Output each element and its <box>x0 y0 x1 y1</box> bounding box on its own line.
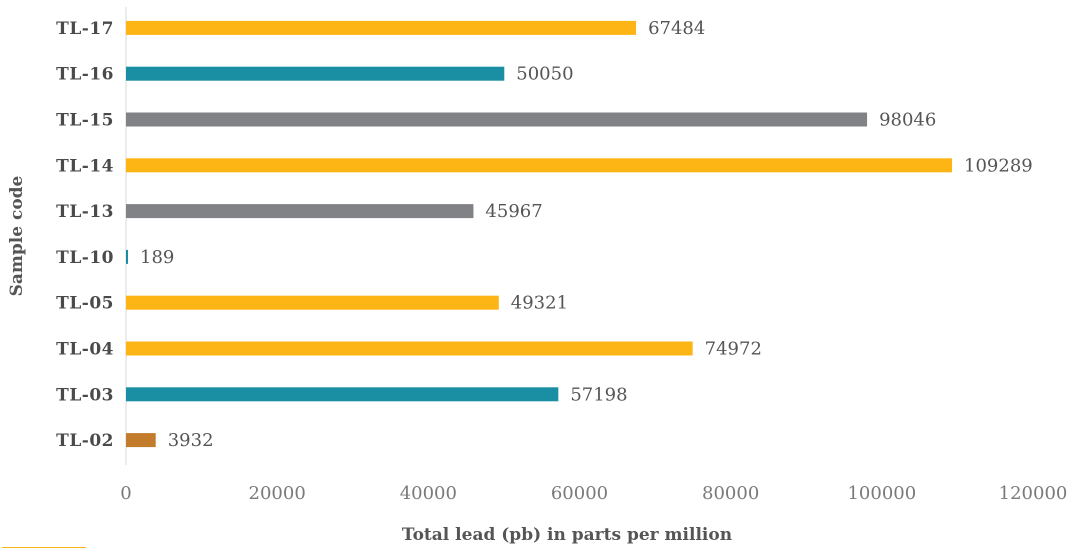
y-tick-tl-16: TL-16 <box>56 65 114 85</box>
data-label-tl-02: 3932 <box>168 430 214 451</box>
y-tick-tl-13: TL-13 <box>56 202 114 222</box>
bar-tl-04 <box>126 341 693 356</box>
data-label-tl-13: 45967 <box>485 201 542 222</box>
bar-tl-16 <box>126 66 505 81</box>
bar-tl-02 <box>126 433 156 448</box>
y-tick-tl-14: TL-14 <box>56 156 114 176</box>
data-label-tl-05: 49321 <box>511 293 568 314</box>
y-tick-tl-15: TL-15 <box>56 111 114 131</box>
data-label-tl-14: 109289 <box>964 155 1033 176</box>
data-labels-group: 67484 50050 98046 109289 45967 189 49321 74972 5… <box>140 18 1033 451</box>
bar-tl-10 <box>126 249 128 264</box>
data-label-tl-10: 189 <box>140 247 174 268</box>
x-tick-60000: 60000 <box>551 483 608 504</box>
bar-tl-17 <box>126 20 637 35</box>
bar-tl-14 <box>126 158 953 173</box>
data-label-tl-04: 74972 <box>705 339 762 360</box>
x-tick-120000: 120000 <box>999 483 1068 504</box>
data-label-tl-16: 50050 <box>516 64 573 85</box>
y-tick-tl-03: TL-03 <box>56 385 114 405</box>
y-tick-tl-02: TL-02 <box>56 431 114 451</box>
y-axis-title: Sample code <box>7 175 27 296</box>
bar-tl-13 <box>126 204 474 219</box>
x-tick-labels-group: 0 20000 40000 60000 80000 100000 120000 <box>120 483 1067 504</box>
y-tick-tl-04: TL-04 <box>56 340 114 360</box>
x-tick-80000: 80000 <box>702 483 759 504</box>
bar-tl-15 <box>126 112 868 127</box>
x-tick-40000: 40000 <box>400 483 457 504</box>
data-label-tl-03: 57198 <box>570 384 627 405</box>
bars-group <box>126 20 953 448</box>
data-label-tl-15: 98046 <box>879 110 936 131</box>
y-tick-tl-17: TL-17 <box>56 19 114 39</box>
bar-tl-03 <box>126 387 559 402</box>
figure-caption-fragment <box>0 540 90 548</box>
data-label-tl-17: 67484 <box>648 18 705 39</box>
bar-tl-05 <box>126 295 499 310</box>
x-tick-20000: 20000 <box>249 483 306 504</box>
x-tick-0: 0 <box>120 483 131 504</box>
x-axis-title: Total lead (pb) in parts per million <box>402 525 732 545</box>
y-tick-tl-10: TL-10 <box>56 248 114 268</box>
y-tick-labels-group: TL-17 TL-16 TL-15 TL-14 TL-13 TL-10 TL-05 TL-04… <box>56 19 114 451</box>
y-tick-tl-05: TL-05 <box>56 294 114 314</box>
x-tick-100000: 100000 <box>847 483 916 504</box>
